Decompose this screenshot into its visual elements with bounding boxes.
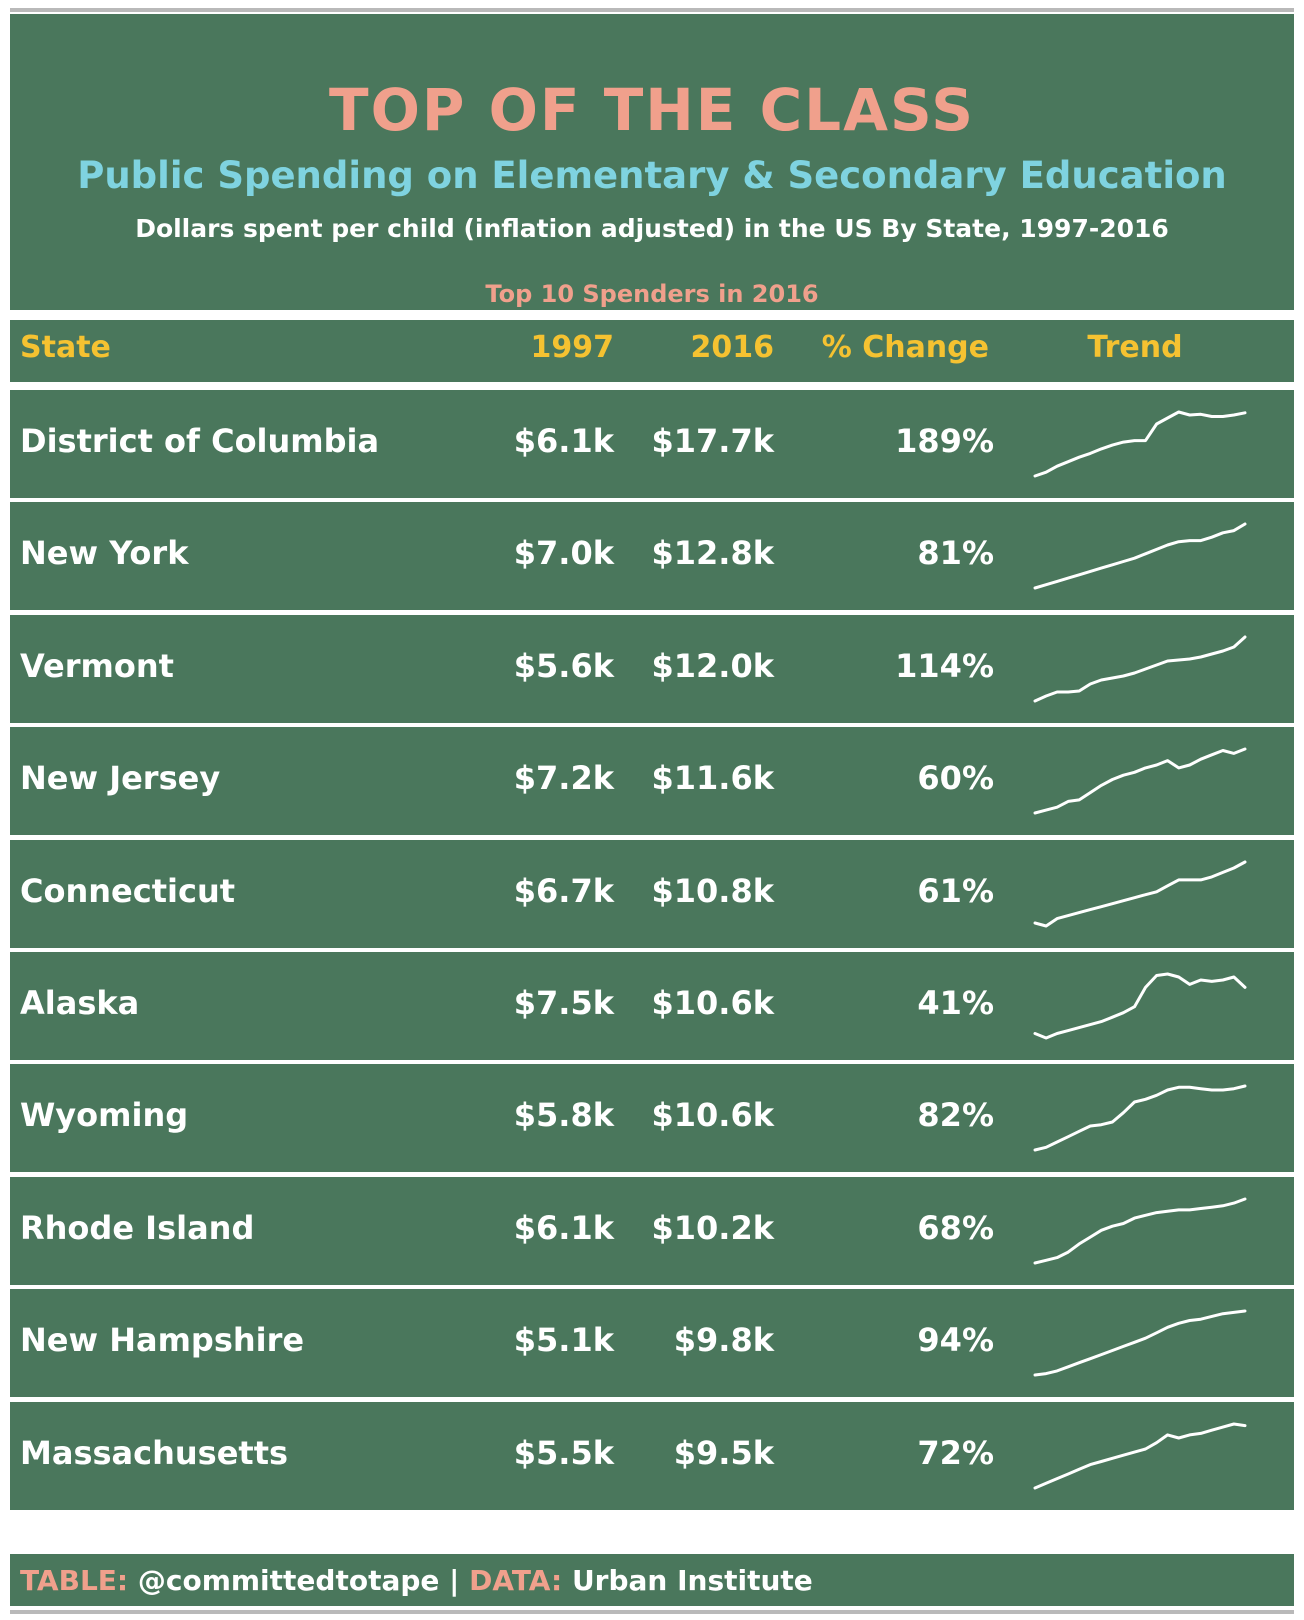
cell-change: 81% [917,534,994,572]
cell-state: New Hampshire [20,1321,305,1359]
cell-1997: $7.0k [513,534,614,572]
chart-subtitle: Public Spending on Elementary & Secondar… [77,154,1227,197]
cell-change: 94% [917,1321,994,1359]
trend-sparkline [1033,747,1247,815]
cell-2016: $10.6k [651,984,775,1022]
trend-line [1033,1084,1247,1152]
cell-state: New Jersey [20,759,221,797]
trend-sparkline [1033,972,1247,1040]
trend-sparkline [1033,1197,1247,1265]
trend-line [1033,635,1247,703]
cell-1997: $7.5k [513,984,614,1022]
cell-state: Vermont [20,647,174,685]
cell-change: 114% [895,647,994,685]
cell-1997: $5.1k [513,1321,614,1359]
trend-sparkline [1033,860,1247,928]
chart-caption: Dollars spent per child (inflation adjus… [135,214,1169,243]
trend-sparkline [1033,522,1247,590]
trend-line [1033,747,1247,815]
cell-2016: $12.0k [651,647,775,685]
table-row: Massachusetts $5.5k $9.5k 72% [10,1402,1294,1510]
trend-line [1033,860,1247,928]
cell-state: Rhode Island [20,1209,255,1247]
top-rule [10,8,1294,12]
trend-line [1033,1197,1247,1265]
trend-line [1033,1309,1247,1377]
cell-1997: $6.7k [513,872,614,910]
column-header-trend: Trend [1087,330,1183,365]
column-header-row: State 1997 2016 % Change Trend [10,320,1294,382]
cell-state: Connecticut [20,872,236,910]
trend-line [1033,522,1247,590]
table-row: Connecticut $6.7k $10.8k 61% [10,840,1294,948]
table-row: Wyoming $5.8k $10.6k 82% [10,1064,1294,1172]
cell-state: Alaska [20,984,140,1022]
trend-sparkline [1033,1309,1247,1377]
table-row: Vermont $5.6k $12.0k 114% [10,615,1294,723]
cell-state: Wyoming [20,1096,189,1134]
cell-change: 189% [895,422,994,460]
cell-change: 68% [917,1209,994,1247]
cell-change: 82% [917,1096,994,1134]
trend-sparkline [1033,1422,1247,1490]
cell-change: 60% [917,759,994,797]
trend-line [1033,972,1247,1040]
footer-panel: TABLE: @committedtotape | DATA: Urban In… [10,1554,1294,1606]
table-row: Alaska $7.5k $10.6k 41% [10,952,1294,1060]
cell-2016: $9.5k [673,1434,774,1472]
footer-table-value: @committedtotape [137,1564,440,1597]
table-row: New Jersey $7.2k $11.6k 60% [10,727,1294,835]
column-header-1997: 1997 [530,330,615,365]
table-row: Rhode Island $6.1k $10.2k 68% [10,1177,1294,1285]
footer-credit: TABLE: @committedtotape | DATA: Urban In… [20,1564,813,1597]
cell-1997: $5.8k [513,1096,614,1134]
table-row: District of Columbia $6.1k $17.7k 189% [10,390,1294,498]
trend-sparkline [1033,1084,1247,1152]
table-row: New Hampshire $5.1k $9.8k 94% [10,1289,1294,1397]
trend-sparkline [1033,635,1247,703]
footer-data-value: Urban Institute [571,1564,813,1597]
table-row: New York $7.0k $12.8k 81% [10,502,1294,610]
cell-2016: $12.8k [651,534,775,572]
cell-2016: $10.2k [651,1209,775,1247]
cell-2016: $10.6k [651,1096,775,1134]
column-header-2016: 2016 [690,330,775,365]
cell-1997: $6.1k [513,1209,614,1247]
title-panel: TOP OF THE CLASS Public Spending on Elem… [10,14,1294,310]
cell-2016: $11.6k [651,759,775,797]
cell-2016: $9.8k [673,1321,774,1359]
cell-1997: $5.5k [513,1434,614,1472]
cell-2016: $10.8k [651,872,775,910]
footer-separator: | [449,1564,460,1597]
cell-state: Massachusetts [20,1434,289,1472]
cell-state: District of Columbia [20,422,380,460]
cell-change: 61% [917,872,994,910]
cell-change: 41% [917,984,994,1022]
cell-2016: $17.7k [651,422,775,460]
chart-title: TOP OF THE CLASS [329,76,975,144]
trend-line [1033,410,1247,478]
bottom-rule [10,1610,1294,1614]
footer-data-label: DATA: [469,1564,563,1597]
group-note: Top 10 Spenders in 2016 [485,280,819,308]
footer-table-label: TABLE: [20,1564,129,1597]
trend-sparkline [1033,410,1247,478]
cell-1997: $6.1k [513,422,614,460]
cell-1997: $5.6k [513,647,614,685]
cell-1997: $7.2k [513,759,614,797]
cell-change: 72% [917,1434,994,1472]
cell-state: New York [20,534,189,572]
column-header-change: % Change [821,330,989,365]
trend-line [1033,1422,1247,1490]
column-header-state: State [20,330,111,365]
